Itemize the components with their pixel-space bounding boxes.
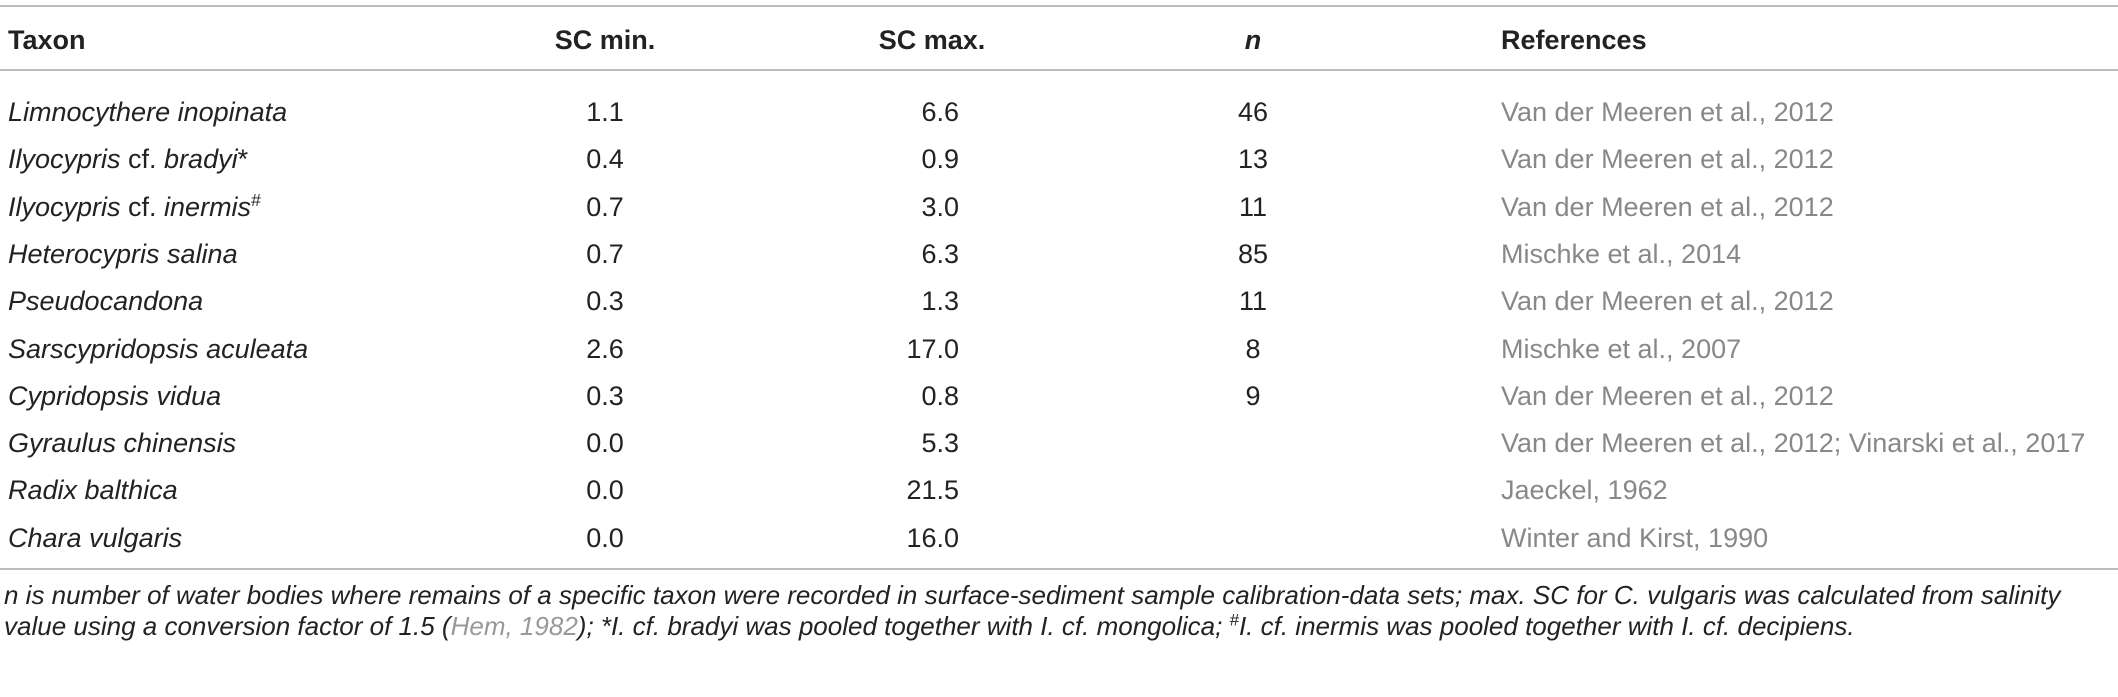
taxon-cell: Ilyocypris cf. bradyi* (8, 143, 248, 175)
sc-max: 5.3 (921, 428, 959, 459)
sc-min: 0.3 (586, 380, 624, 411)
reference: Jaeckel, 1962 (1501, 475, 1668, 506)
taxon-text: Chara vulgaris (8, 522, 183, 553)
footnote-link: Hem, 1982 (450, 611, 578, 641)
footnote-text: ); *I. cf. bradyi was pooled together wi… (577, 611, 1230, 641)
column-header: SC min. (554, 25, 656, 55)
reference: Van der Meeren et al., 2012 (1501, 191, 1834, 222)
taxon-text: Gyraulus chinensis (8, 428, 237, 459)
column-header: SC max. (878, 25, 986, 55)
sc-max: 6.3 (921, 238, 959, 269)
sc-max: 17.0 (906, 333, 959, 364)
column-header: References (1501, 25, 1647, 55)
sc-max: 6.6 (921, 97, 959, 127)
sc-min: 0.0 (586, 428, 624, 459)
sc-max: 3.0 (921, 191, 959, 222)
taxon-text: inermis (164, 191, 252, 222)
sc-max: 1.3 (921, 286, 959, 317)
taxon-cell: Sarscypridopsis aculeata (8, 333, 308, 365)
reference: Van der Meeren et al., 2012 (1501, 380, 1834, 411)
taxon-text: # (251, 189, 261, 210)
taxon-text: Pseudocandona (8, 286, 204, 317)
footnote: n is number of water bodies where remain… (4, 580, 2114, 642)
taxon-text: Limnocythere inopinata (8, 97, 288, 127)
taxon-cell: Limnocythere inopinata (8, 96, 287, 128)
taxon-cell: Gyraulus chinensis (8, 427, 236, 459)
column-header: n (1244, 25, 1262, 55)
column-header: Taxon (8, 25, 86, 55)
footnote-text: # (1229, 610, 1239, 630)
taxon-text: cf. (120, 191, 165, 222)
n-count: 85 (1237, 238, 1269, 269)
taxon-cell: Cypridopsis vidua (8, 380, 221, 412)
header-rule (0, 69, 2118, 71)
taxon-text: * (237, 144, 249, 175)
top-rule (0, 5, 2118, 7)
taxon-cell: Radix balthica (8, 474, 178, 506)
sc-max: 0.8 (921, 380, 959, 411)
sc-min: 0.3 (586, 286, 624, 317)
n-count: 11 (1238, 286, 1268, 317)
taxon-text: bradyi (164, 144, 238, 175)
footnote-text: n is number of water bodies where remain… (4, 580, 2061, 641)
taxon-text: Heterocypris salina (8, 238, 238, 269)
reference: Mischke et al., 2007 (1501, 333, 1742, 364)
sc-min: 1.1 (586, 97, 624, 127)
reference: Winter and Kirst, 1990 (1501, 522, 1769, 553)
reference: Van der Meeren et al., 2012 (1501, 144, 1834, 175)
taxon-cell: Pseudocandona (8, 285, 203, 317)
sc-min: 0.0 (586, 475, 624, 506)
sc-min: 2.6 (586, 333, 624, 364)
reference: Van der Meeren et al., 2012 (1501, 286, 1834, 317)
n-count: 13 (1237, 144, 1269, 175)
taxon-text: Sarscypridopsis aculeata (8, 333, 309, 364)
taxon-cell: Heterocypris salina (8, 238, 238, 270)
sc-min: 0.4 (586, 144, 624, 175)
footnote-text: I. cf. inermis was pooled together with … (1238, 611, 1855, 641)
reference: Mischke et al., 2014 (1501, 238, 1742, 269)
n-count: 46 (1237, 97, 1269, 127)
taxon-text: Ilyocypris (8, 191, 121, 222)
taxon-text: Cypridopsis vidua (8, 380, 222, 411)
sc-max: 21.5 (906, 475, 959, 506)
n-count: 9 (1245, 380, 1261, 411)
taxon-cell: Chara vulgaris (8, 522, 182, 554)
reference: Van der Meeren et al., 2012; Vinarski et… (1501, 428, 2086, 459)
taxon-cell: Ilyocypris cf. inermis# (8, 191, 261, 223)
n-count: 8 (1245, 333, 1261, 364)
sc-max: 0.9 (921, 144, 959, 175)
taxon-text: Radix balthica (8, 475, 178, 506)
bottom-rule (0, 568, 2118, 570)
sc-min: 0.7 (586, 191, 624, 222)
sc-min: 0.0 (586, 522, 624, 553)
taxon-text: cf. (120, 144, 165, 175)
sc-max: 16.0 (906, 522, 959, 553)
n-count: 11 (1238, 191, 1268, 222)
sc-min: 0.7 (586, 238, 624, 269)
taxon-text: Ilyocypris (8, 144, 121, 175)
reference: Van der Meeren et al., 2012 (1501, 97, 1834, 127)
